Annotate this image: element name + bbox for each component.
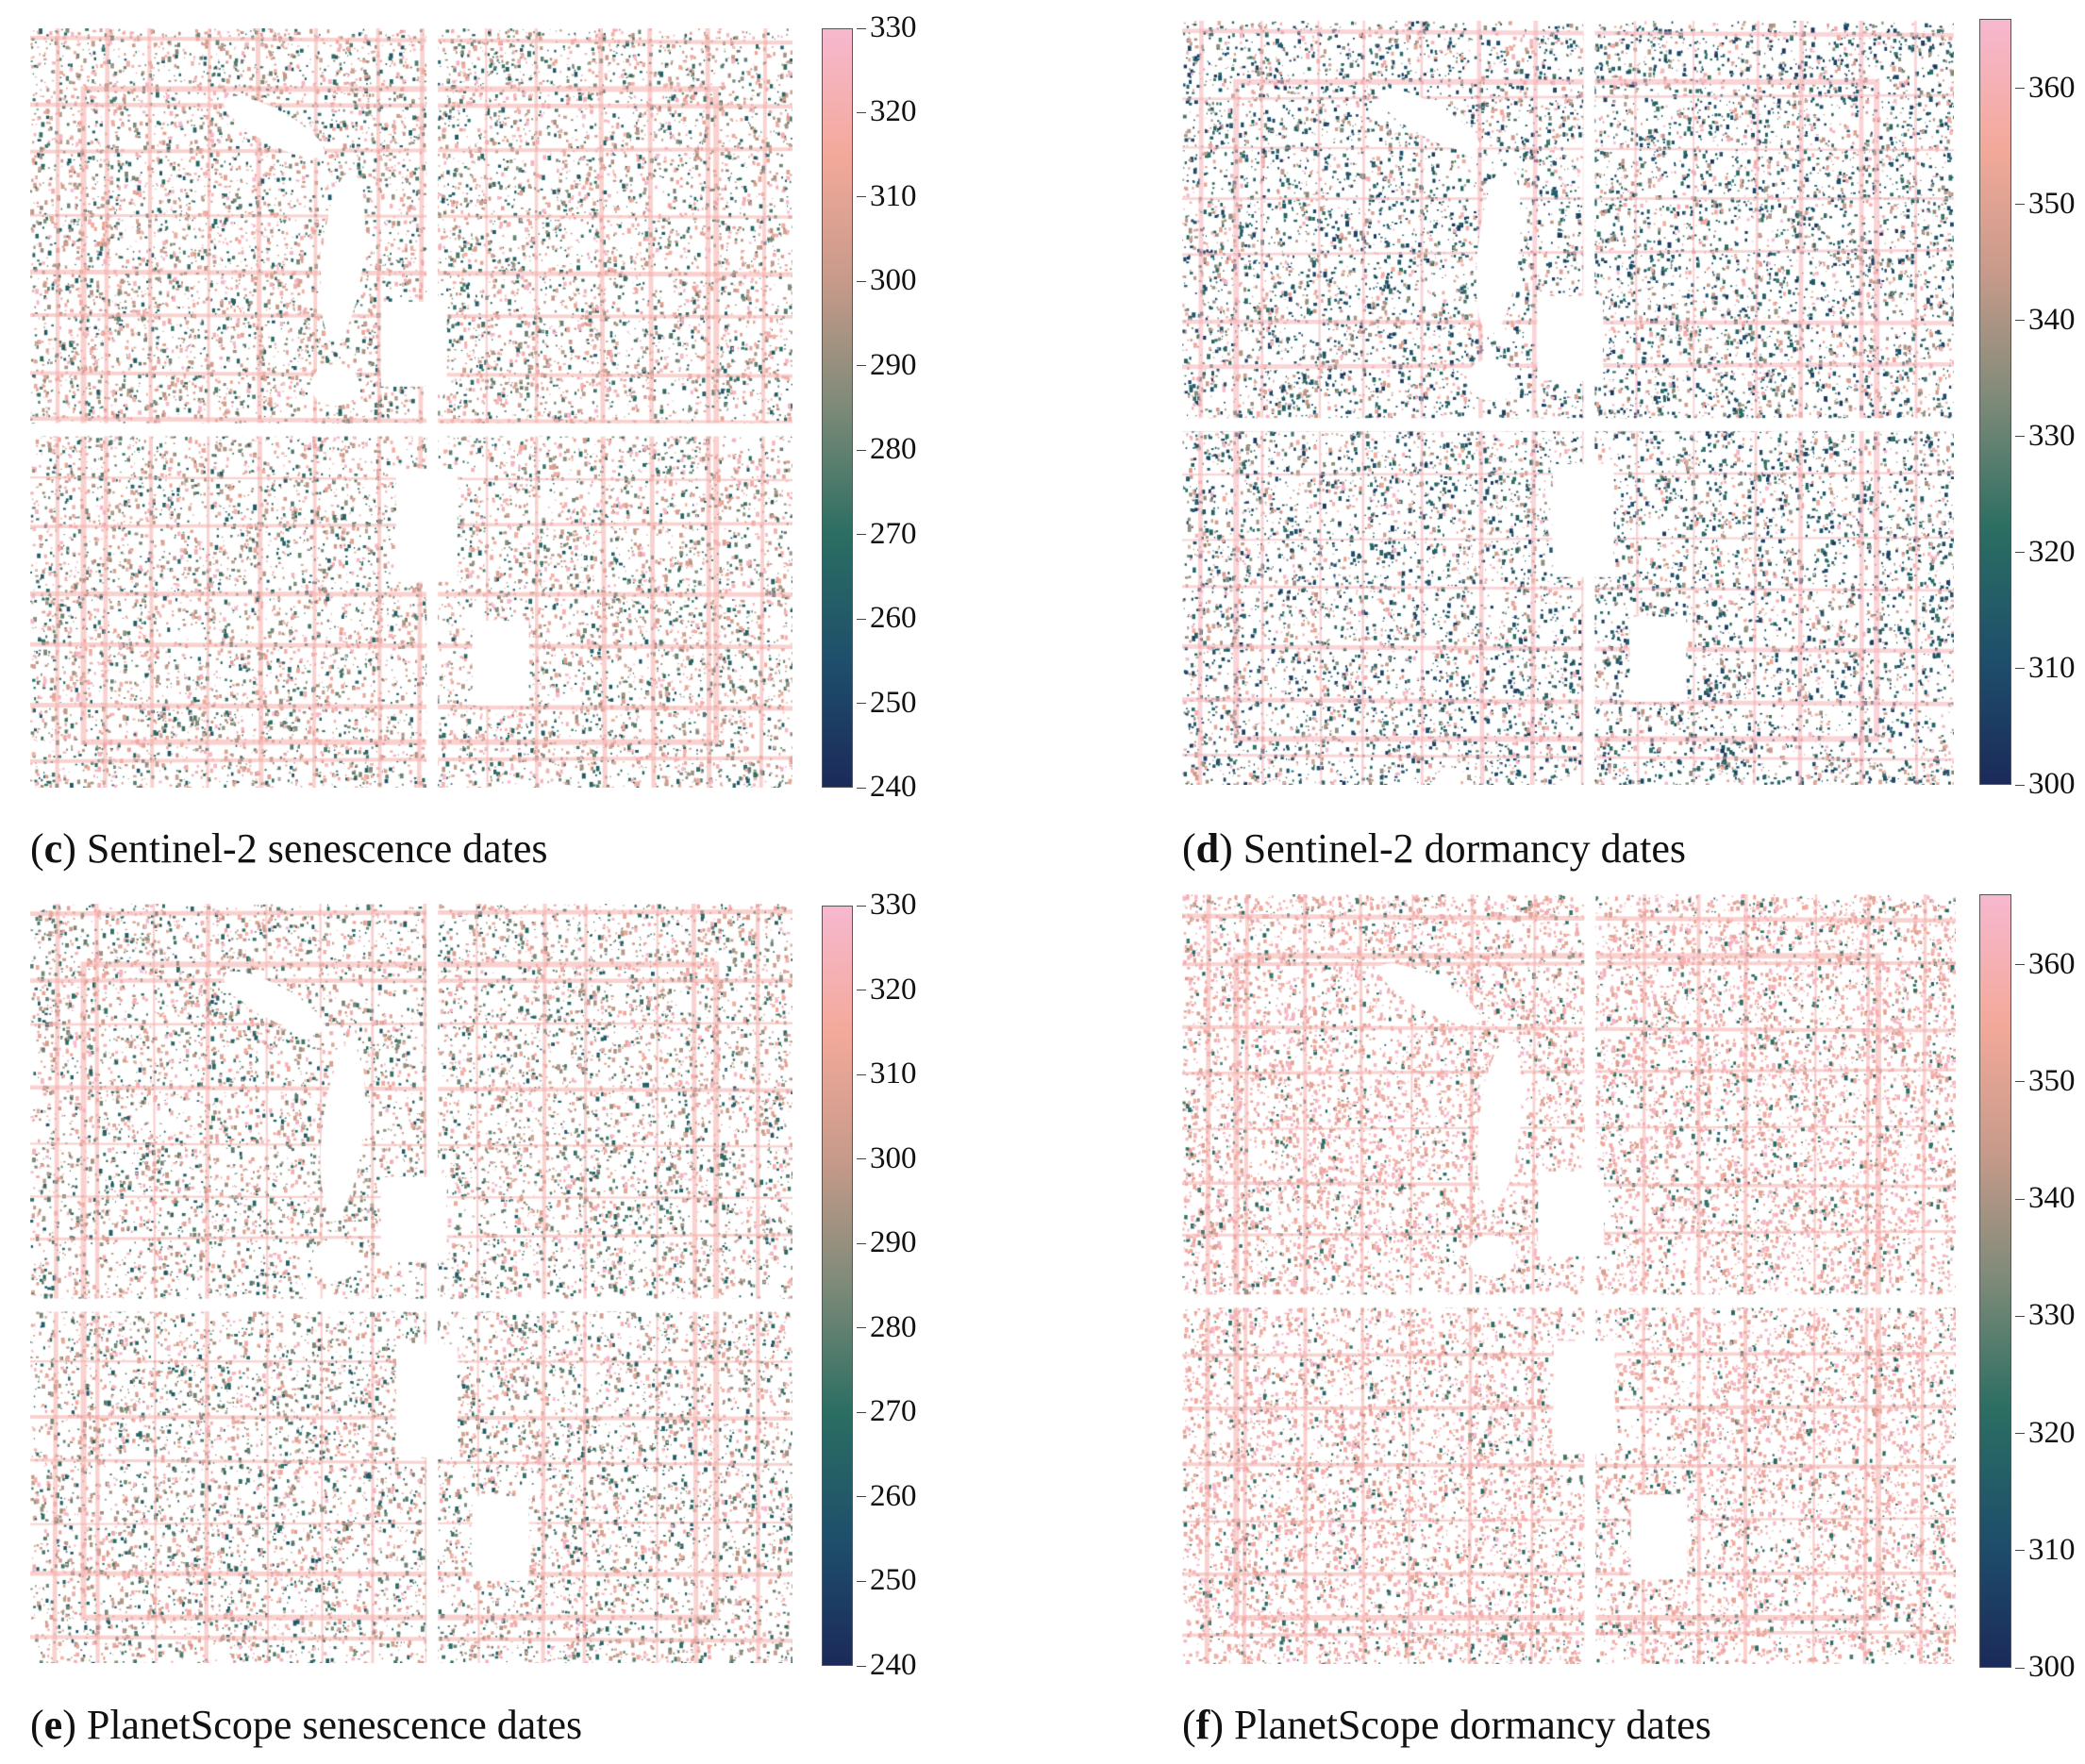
colorbar-tick-label: 300 bbox=[857, 263, 917, 298]
colorbar-tick-label: 360 bbox=[2015, 946, 2076, 981]
caption-text-f: PlanetScope dormancy dates bbox=[1233, 1702, 1711, 1748]
colorbar-tick-label: 260 bbox=[857, 601, 917, 636]
colorbar-tick-label: 330 bbox=[2015, 1298, 2076, 1333]
caption-f: (f) PlanetScope dormancy dates bbox=[1182, 1702, 1711, 1748]
colorbar-tick-label: 350 bbox=[2015, 186, 2076, 221]
colorbar-tick-label: 240 bbox=[857, 1648, 917, 1682]
colorbar-tick-label: 330 bbox=[857, 888, 917, 922]
caption-text-d: Sentinel-2 dormancy dates bbox=[1243, 825, 1686, 872]
colorbar-tick-label: 300 bbox=[2015, 767, 2076, 801]
colorbar-d bbox=[1979, 19, 2011, 785]
colorbar-tick-label: 290 bbox=[857, 1225, 917, 1260]
caption-c: (c) Sentinel-2 senescence dates bbox=[30, 825, 548, 872]
colorbar-tick-label: 300 bbox=[2015, 1650, 2076, 1684]
colorbar-tick-label: 280 bbox=[857, 432, 917, 467]
colorbar-tick-label: 250 bbox=[857, 685, 917, 720]
colorbar-tick-label: 280 bbox=[857, 1309, 917, 1344]
colorbar-tick-label: 340 bbox=[2015, 1181, 2076, 1216]
phenology-map-f bbox=[1182, 894, 1956, 1664]
colorbar-tick-label: 310 bbox=[857, 178, 917, 213]
colorbar-tick-label: 320 bbox=[2015, 534, 2076, 569]
caption-d: (d) Sentinel-2 dormancy dates bbox=[1182, 825, 1686, 872]
caption-text-e: PlanetScope senescence dates bbox=[86, 1702, 583, 1748]
colorbar-f bbox=[1979, 894, 2011, 1668]
caption-letter-e: e bbox=[43, 1702, 63, 1748]
map-f bbox=[1182, 894, 1956, 1664]
colorbar-c bbox=[822, 28, 853, 788]
caption-letter-d: d bbox=[1195, 825, 1220, 872]
map-c bbox=[30, 28, 792, 788]
caption-letter-c: c bbox=[43, 825, 63, 872]
colorbar-tick-label: 250 bbox=[857, 1563, 917, 1598]
colorbar-tick-label: 270 bbox=[857, 516, 917, 551]
caption-letter-f: f bbox=[1195, 1702, 1210, 1748]
map-e bbox=[30, 904, 792, 1663]
colorbar-tick-label: 290 bbox=[857, 347, 917, 382]
colorbar-tick-label: 360 bbox=[2015, 70, 2076, 105]
colorbar-tick-label: 320 bbox=[857, 94, 917, 129]
colorbar-tick-label: 330 bbox=[857, 10, 917, 44]
phenology-map-d bbox=[1182, 21, 1954, 785]
colorbar-tick-label: 310 bbox=[2015, 1532, 2076, 1567]
colorbar-tick-label: 330 bbox=[2015, 418, 2076, 453]
colorbar-tick-label: 340 bbox=[2015, 302, 2076, 337]
phenology-map-e bbox=[30, 904, 792, 1663]
colorbar-tick-label: 300 bbox=[857, 1140, 917, 1175]
map-d bbox=[1182, 21, 1954, 785]
phenology-map-c bbox=[30, 28, 792, 788]
caption-text-c: Sentinel-2 senescence dates bbox=[86, 825, 548, 872]
colorbar-tick-label: 350 bbox=[2015, 1063, 2076, 1098]
colorbar-e bbox=[822, 906, 853, 1666]
caption-e: (e) PlanetScope senescence dates bbox=[30, 1702, 583, 1748]
colorbar-tick-label: 310 bbox=[857, 1057, 917, 1091]
colorbar-tick-label: 320 bbox=[2015, 1415, 2076, 1450]
colorbar-tick-label: 240 bbox=[857, 770, 917, 804]
colorbar-tick-label: 260 bbox=[857, 1478, 917, 1513]
colorbar-tick-label: 270 bbox=[857, 1394, 917, 1429]
colorbar-tick-label: 320 bbox=[857, 972, 917, 1007]
colorbar-tick-label: 310 bbox=[2015, 650, 2076, 685]
